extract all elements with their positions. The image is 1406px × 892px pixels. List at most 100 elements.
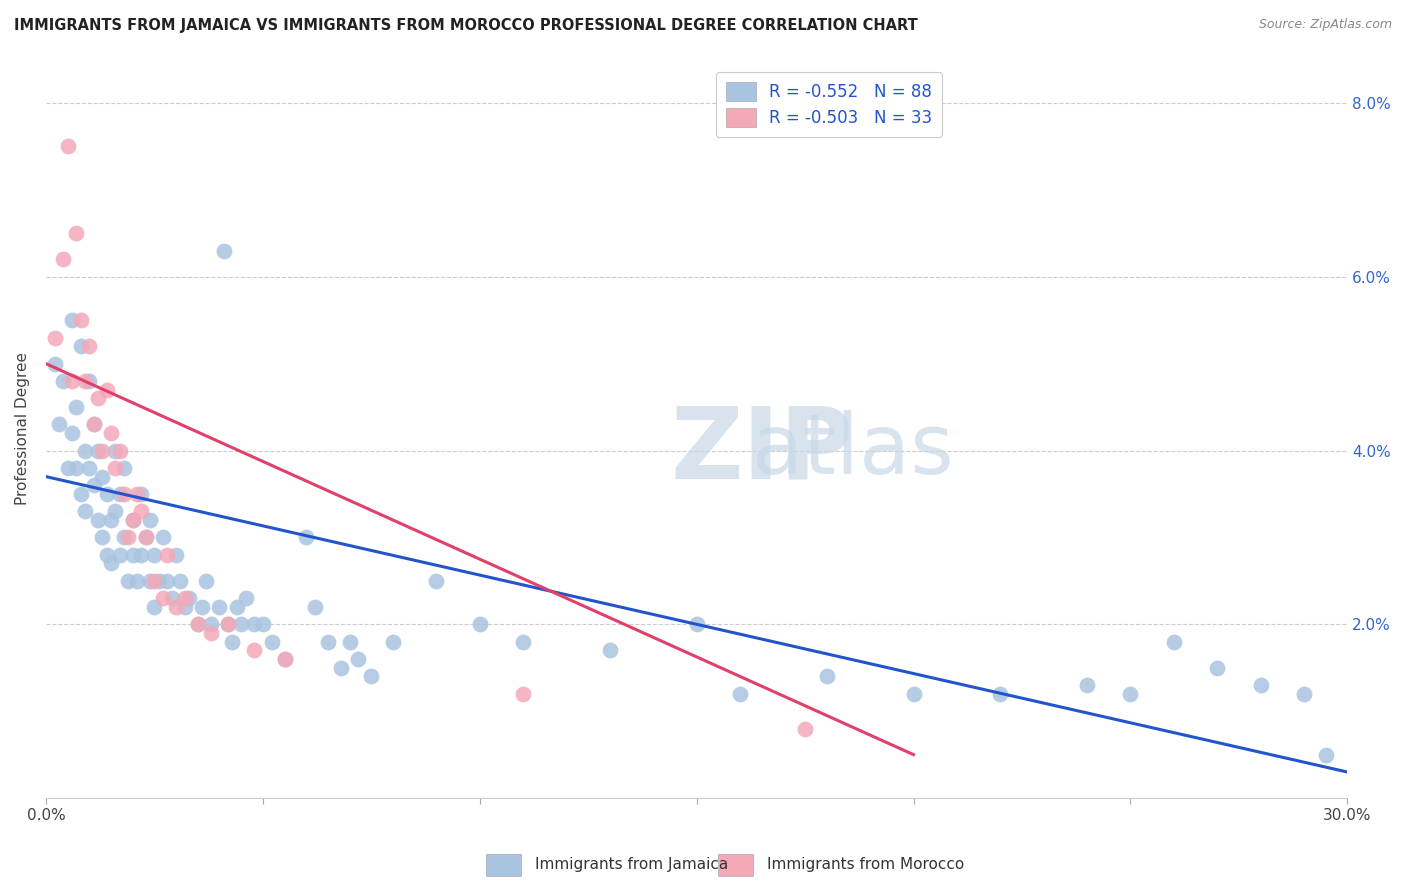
Point — [87, 513, 110, 527]
Point — [988, 687, 1011, 701]
Point — [125, 487, 148, 501]
Point — [360, 669, 382, 683]
Point — [104, 504, 127, 518]
Point — [212, 244, 235, 258]
Point — [79, 374, 101, 388]
Point — [512, 687, 534, 701]
Point — [187, 617, 209, 632]
Point — [100, 426, 122, 441]
Y-axis label: Professional Degree: Professional Degree — [15, 352, 30, 506]
Point — [52, 252, 75, 267]
Point — [87, 443, 110, 458]
Text: IMMIGRANTS FROM JAMAICA VS IMMIGRANTS FROM MOROCCO PROFESSIONAL DEGREE CORRELATI: IMMIGRANTS FROM JAMAICA VS IMMIGRANTS FR… — [14, 18, 918, 33]
Point — [112, 487, 135, 501]
Point — [83, 417, 105, 432]
Point — [60, 426, 83, 441]
Point — [48, 417, 70, 432]
Point — [52, 374, 75, 388]
Point — [252, 617, 274, 632]
Point — [79, 461, 101, 475]
Point — [131, 548, 153, 562]
Point — [160, 591, 183, 606]
Text: Source: ZipAtlas.com: Source: ZipAtlas.com — [1258, 18, 1392, 31]
Point — [69, 487, 91, 501]
Point — [187, 617, 209, 632]
Point — [165, 548, 187, 562]
Point — [200, 626, 222, 640]
Point — [73, 374, 96, 388]
Point — [225, 599, 247, 614]
Point — [599, 643, 621, 657]
Point — [295, 530, 318, 544]
Point — [65, 227, 87, 241]
Point — [60, 374, 83, 388]
Legend: R = -0.552   N = 88, R = -0.503   N = 33: R = -0.552 N = 88, R = -0.503 N = 33 — [716, 71, 942, 136]
Point — [79, 339, 101, 353]
Point — [329, 661, 352, 675]
Point — [221, 634, 243, 648]
Point — [73, 443, 96, 458]
Point — [143, 599, 166, 614]
Point — [273, 652, 295, 666]
Point — [135, 530, 157, 544]
Point — [83, 417, 105, 432]
Point — [91, 443, 114, 458]
Point — [108, 487, 131, 501]
Point — [425, 574, 447, 588]
Point — [169, 574, 191, 588]
Point — [65, 400, 87, 414]
Point — [143, 574, 166, 588]
Point — [156, 548, 179, 562]
Point — [173, 591, 195, 606]
Point — [148, 574, 170, 588]
Point — [260, 634, 283, 648]
Point — [143, 548, 166, 562]
Point — [217, 617, 239, 632]
Point — [173, 599, 195, 614]
Point — [121, 513, 143, 527]
Point — [235, 591, 257, 606]
Point — [121, 548, 143, 562]
Text: ZIP: ZIP — [671, 402, 853, 500]
Point — [104, 443, 127, 458]
Point — [339, 634, 361, 648]
Point — [1250, 678, 1272, 692]
Text: Immigrants from Morocco: Immigrants from Morocco — [766, 857, 965, 872]
Point — [1315, 747, 1337, 762]
Point — [347, 652, 370, 666]
Point — [191, 599, 214, 614]
Point — [96, 383, 118, 397]
Point — [139, 574, 162, 588]
Point — [117, 574, 139, 588]
Point — [195, 574, 218, 588]
Point — [794, 722, 817, 736]
Point — [316, 634, 339, 648]
Point — [131, 504, 153, 518]
Point — [100, 513, 122, 527]
Point — [131, 487, 153, 501]
Point — [1206, 661, 1229, 675]
Point — [1076, 678, 1098, 692]
Point — [156, 574, 179, 588]
Point — [125, 574, 148, 588]
Point — [243, 643, 266, 657]
Point — [903, 687, 925, 701]
Point — [56, 139, 79, 153]
Point — [815, 669, 838, 683]
Point — [1163, 634, 1185, 648]
Point — [104, 461, 127, 475]
Point — [44, 330, 66, 344]
Point — [65, 461, 87, 475]
Text: atlas: atlas — [752, 410, 953, 491]
Point — [96, 487, 118, 501]
Point — [91, 469, 114, 483]
Point — [60, 313, 83, 327]
Point — [468, 617, 491, 632]
Point — [685, 617, 707, 632]
Point — [208, 599, 231, 614]
Point — [217, 617, 239, 632]
Point — [56, 461, 79, 475]
Point — [304, 599, 326, 614]
Point — [44, 357, 66, 371]
Point — [165, 599, 187, 614]
